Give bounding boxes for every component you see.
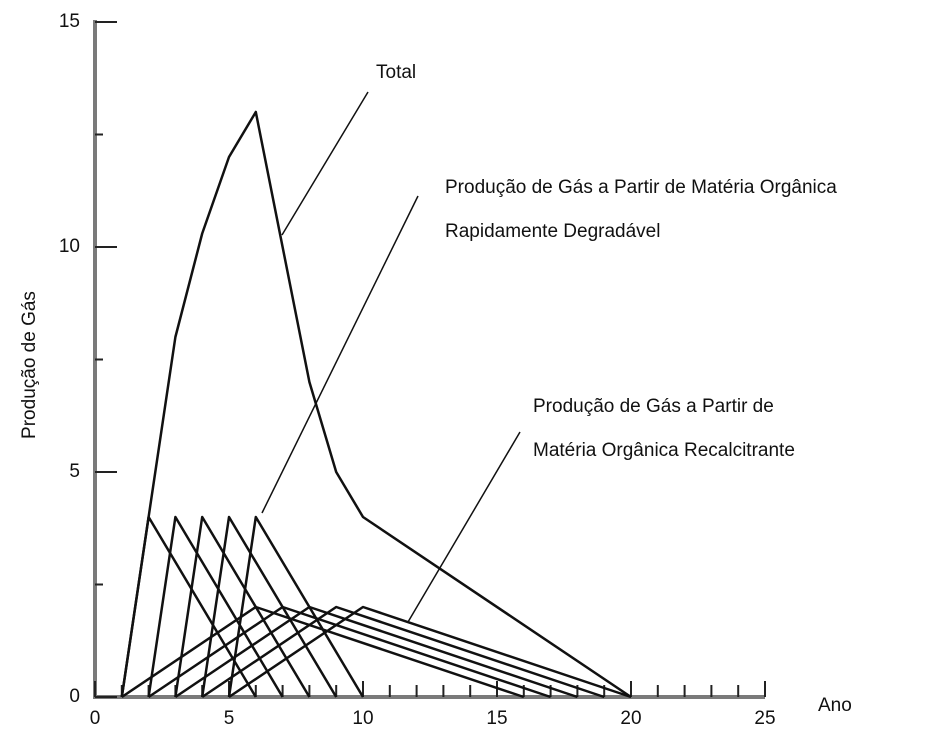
annotation: Total bbox=[376, 62, 416, 83]
data-line bbox=[174, 605, 578, 699]
data-line bbox=[120, 110, 632, 699]
y-tick-label: 0 bbox=[69, 686, 80, 707]
x-axis-label: Ano bbox=[818, 695, 852, 716]
x-tick-label: 10 bbox=[352, 708, 373, 729]
data-line bbox=[147, 605, 551, 699]
data-line bbox=[228, 605, 632, 699]
x-tick-label: 0 bbox=[90, 708, 101, 729]
data-line bbox=[201, 605, 605, 699]
data-line bbox=[174, 515, 311, 698]
data-line bbox=[121, 605, 525, 699]
annotation: Produção de Gás a Partir de Matéria Orgâ… bbox=[445, 177, 837, 198]
x-tick-label: 5 bbox=[224, 708, 235, 729]
y-tick-label: 15 bbox=[59, 11, 80, 32]
x-tick-label: 25 bbox=[754, 708, 775, 729]
data-line bbox=[147, 515, 284, 698]
y-tick-label: 10 bbox=[59, 236, 80, 257]
x-tick-label: 20 bbox=[620, 708, 641, 729]
annotation: Matéria Orgânica Recalcitrante bbox=[533, 440, 795, 461]
data-line bbox=[227, 515, 365, 698]
annotation: Produção de Gás a Partir de bbox=[533, 396, 774, 417]
x-tick-label: 15 bbox=[486, 708, 507, 729]
leader-line bbox=[281, 91, 369, 236]
data-line bbox=[120, 515, 257, 698]
leader-line bbox=[407, 431, 521, 623]
leader-line bbox=[261, 195, 419, 514]
y-axis-label: Produção de Gás bbox=[19, 291, 40, 439]
y-tick-label: 5 bbox=[69, 461, 80, 482]
annotation: Rapidamente Degradável bbox=[445, 221, 660, 242]
